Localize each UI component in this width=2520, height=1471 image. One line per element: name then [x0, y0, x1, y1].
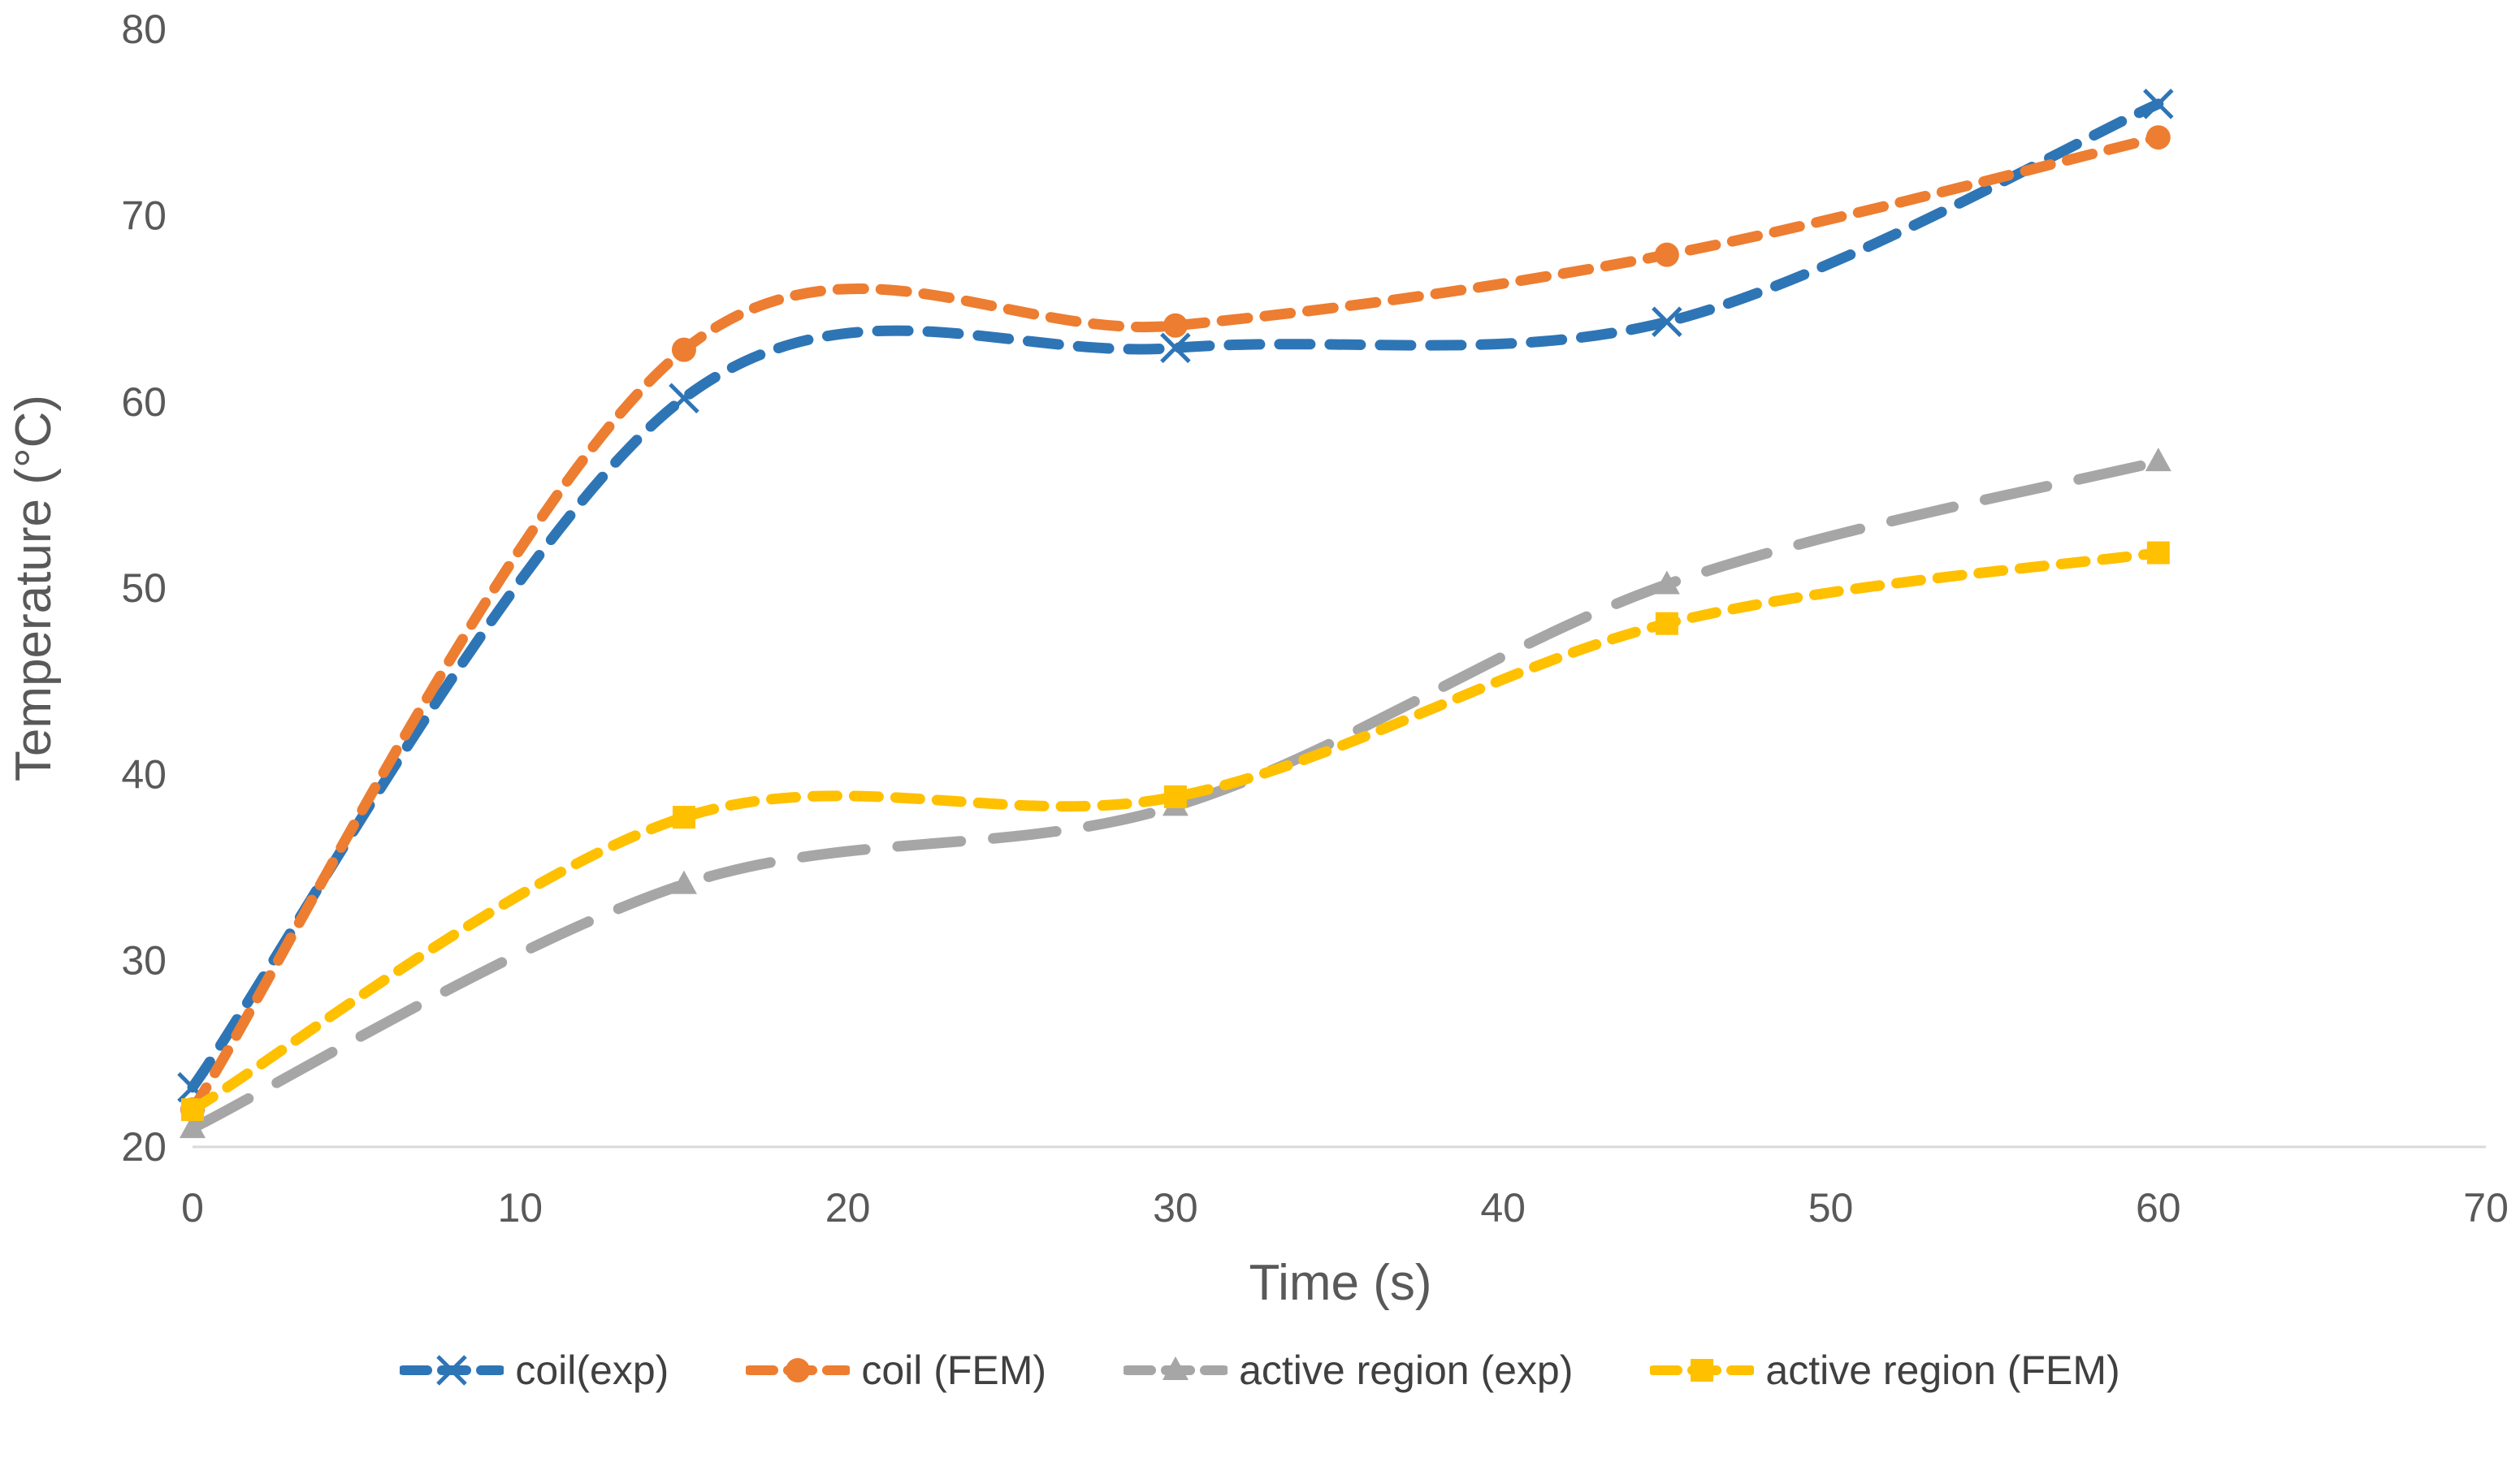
line-chart-canvas: 0 10 20 30 40 50 60 70 20 30 40 50 60 70 80 Temperatur…: [6, 6, 2509, 1311]
circle-marker-icon: [671, 337, 696, 362]
series-coil-exp-: [177, 89, 2174, 1103]
y-tick-label: 40: [121, 751, 167, 797]
circle-marker-icon: [1163, 313, 1188, 338]
series-active-region-fem-: [181, 541, 2170, 1122]
circle-marker-icon: [2145, 125, 2171, 150]
circle-marker-icon: [786, 1358, 811, 1382]
series-line: [187, 547, 2164, 1115]
legend-key-icon: [1124, 1356, 1228, 1380]
x-tick-label: 20: [825, 1185, 871, 1231]
legend-item-active-region-exp-: active region (exp): [1124, 1347, 1573, 1394]
series-line: [187, 456, 2164, 1134]
triangle-marker-icon: [2145, 448, 2171, 472]
legend-item-active-region-fem-: active region (FEM): [1650, 1347, 2120, 1394]
y-tick-label: 50: [121, 565, 167, 611]
legend-key-icon: [1650, 1359, 1755, 1382]
x-tick-label: 50: [1808, 1185, 1854, 1231]
x-marker-icon: [669, 383, 699, 413]
legend-label: coil(exp): [515, 1348, 669, 1393]
triangle-marker-icon: [1653, 570, 1680, 595]
chart-legend: coil(exp) coil (FEM) active region (exp) ac…: [0, 1347, 2520, 1394]
x-axis-title: Time (s): [1249, 1255, 1432, 1311]
y-tick-label: 70: [121, 193, 167, 239]
x-marker-icon: [1652, 306, 1682, 337]
legend-item-coil-exp-: coil(exp): [400, 1347, 669, 1394]
legend-label: active region (FEM): [1765, 1348, 2120, 1393]
x-marker-icon: [2143, 89, 2174, 119]
square-marker-icon: [1691, 1359, 1714, 1382]
legend-label: active region (exp): [1239, 1348, 1574, 1393]
square-marker-icon: [672, 806, 695, 829]
y-axis-title: Temperature (°C): [6, 395, 62, 781]
x-marker-icon: [1160, 332, 1191, 364]
triangle-marker-icon: [180, 1114, 206, 1139]
triangle-marker-icon: [670, 870, 697, 894]
square-marker-icon: [1163, 785, 1187, 808]
circle-marker-icon: [1654, 242, 1679, 267]
y-tick-label: 20: [121, 1124, 167, 1170]
series-line: [187, 98, 2164, 1093]
legend-key-icon: [746, 1358, 851, 1382]
legend-item-coil-fem-: coil (FEM): [746, 1347, 1046, 1394]
square-marker-icon: [181, 1098, 204, 1122]
square-marker-icon: [2146, 541, 2170, 565]
x-tick-label: 10: [497, 1185, 543, 1231]
axis-layer: 0 10 20 30 40 50 60 70 20 30 40 50 60 70 80: [121, 6, 2509, 1231]
legend-key-icon: [400, 1355, 504, 1386]
y-tick-label: 60: [121, 379, 167, 425]
y-tick-label: 30: [121, 938, 167, 984]
x-marker-icon: [436, 1355, 468, 1386]
x-tick-label: 30: [1153, 1185, 1198, 1231]
square-marker-icon: [1655, 612, 1678, 635]
series-line: [187, 132, 2164, 1115]
legend-label: coil (FEM): [861, 1348, 1047, 1393]
y-tick-label: 80: [121, 6, 167, 52]
series-layer: [177, 89, 2174, 1139]
x-tick-label: 70: [2463, 1185, 2509, 1231]
x-tick-label: 60: [2136, 1185, 2181, 1231]
x-tick-label: 40: [1480, 1185, 1526, 1231]
triangle-marker-icon: [1163, 1356, 1189, 1380]
x-tick-label: 0: [181, 1185, 204, 1231]
